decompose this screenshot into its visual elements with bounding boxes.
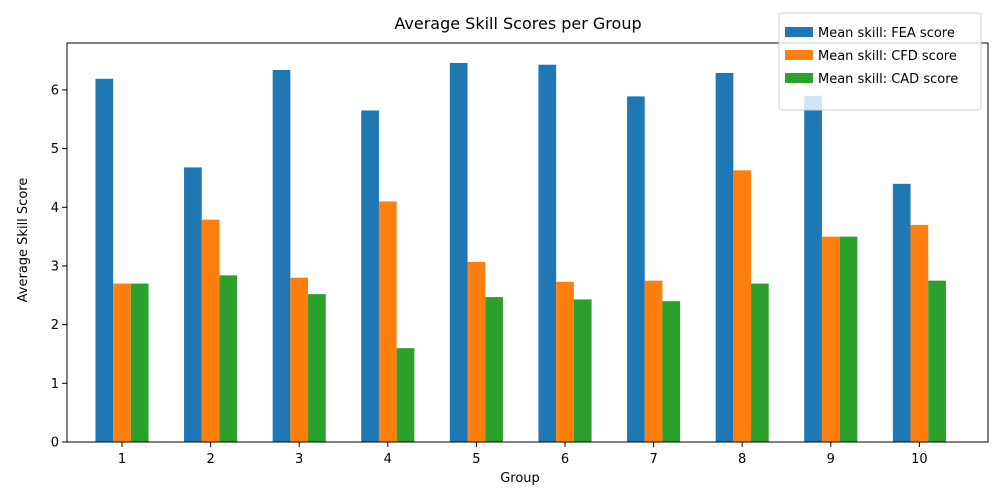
x-tick-label: 8: [738, 452, 746, 467]
x-axis-title: Group: [500, 471, 540, 486]
bar-series-3-group-2: [219, 275, 238, 442]
bar-series-3-group-4: [396, 348, 415, 442]
x-tick-label: 7: [649, 452, 657, 467]
chart-title: Average Skill Scores per Group: [394, 14, 641, 33]
bar-series-3-group-8: [751, 283, 769, 442]
x-tick-label: 9: [827, 452, 835, 467]
x-tick-label: 2: [206, 452, 214, 467]
x-tick-label: 5: [472, 452, 480, 467]
bar-series-1-group-6: [538, 64, 557, 442]
bar-series-3-group-7: [662, 301, 681, 442]
bar-series-2-group-10: [910, 224, 929, 442]
bar-series-3-group-3: [308, 294, 326, 442]
bar-series-2-group-3: [290, 277, 309, 442]
y-tick-label: 6: [51, 83, 59, 98]
axes-layer: 0 1 2 3 4 5 6 1 2 3 4 5 6 7 8 9 10: [51, 42, 989, 467]
bar-series-1-group-8: [715, 72, 734, 443]
bar-series-1-group-3: [272, 69, 291, 442]
y-tick-label: 4: [51, 201, 59, 216]
bar-series-2-group-1: [113, 283, 131, 442]
legend-swatch: [785, 50, 813, 60]
y-tick-label: 1: [51, 377, 59, 392]
bar-series-3-group-10: [928, 280, 946, 442]
bar-series-1-group-4: [361, 110, 379, 443]
x-tick-label: 10: [911, 452, 928, 467]
legend-box: [778, 12, 982, 111]
y-axis-title: Average Skill Score: [16, 178, 31, 303]
bar-series-2-group-8: [733, 170, 752, 442]
legend-swatch: [785, 27, 813, 37]
legend-swatch: [785, 73, 813, 83]
x-tick-label: 6: [561, 452, 569, 467]
bar-series-1-group-1: [95, 78, 114, 442]
bar-series-1-group-7: [627, 96, 645, 442]
bar-series-1-group-2: [184, 167, 202, 443]
bar-series-3-group-5: [485, 297, 503, 442]
y-tick-label: 5: [51, 142, 59, 157]
x-tick-label: 3: [295, 452, 303, 467]
x-tick-label: 4: [384, 452, 392, 467]
bars-layer: [95, 62, 946, 443]
x-tick-label: 1: [118, 452, 126, 467]
y-tick-label: 0: [51, 436, 59, 451]
bar-series-1-group-5: [449, 62, 468, 442]
bar-series-2-group-5: [467, 261, 486, 442]
plot-frame: [66, 42, 989, 443]
bar-series-2-group-6: [556, 281, 574, 442]
bar-series-2-group-4: [378, 201, 397, 442]
bar-series-2-group-7: [644, 280, 663, 442]
bar-series-1-group-9: [804, 95, 822, 442]
legend-label: Mean skill: CAD score: [818, 72, 958, 87]
legend: Mean skill: FEA score Mean skill: CFD sco…: [778, 12, 982, 111]
bar-series-2-group-9: [821, 236, 840, 442]
legend-label: Mean skill: CFD score: [818, 49, 957, 64]
legend-label: Mean skill: FEA score: [818, 26, 955, 41]
bar-series-3-group-1: [130, 283, 149, 442]
bar-series-1-group-10: [892, 183, 911, 442]
y-tick-label: 2: [51, 318, 59, 333]
bar-series-3-group-9: [839, 236, 858, 442]
bar-series-2-group-2: [201, 219, 220, 442]
y-tick-label: 3: [51, 259, 59, 274]
bar-series-3-group-6: [573, 299, 592, 442]
